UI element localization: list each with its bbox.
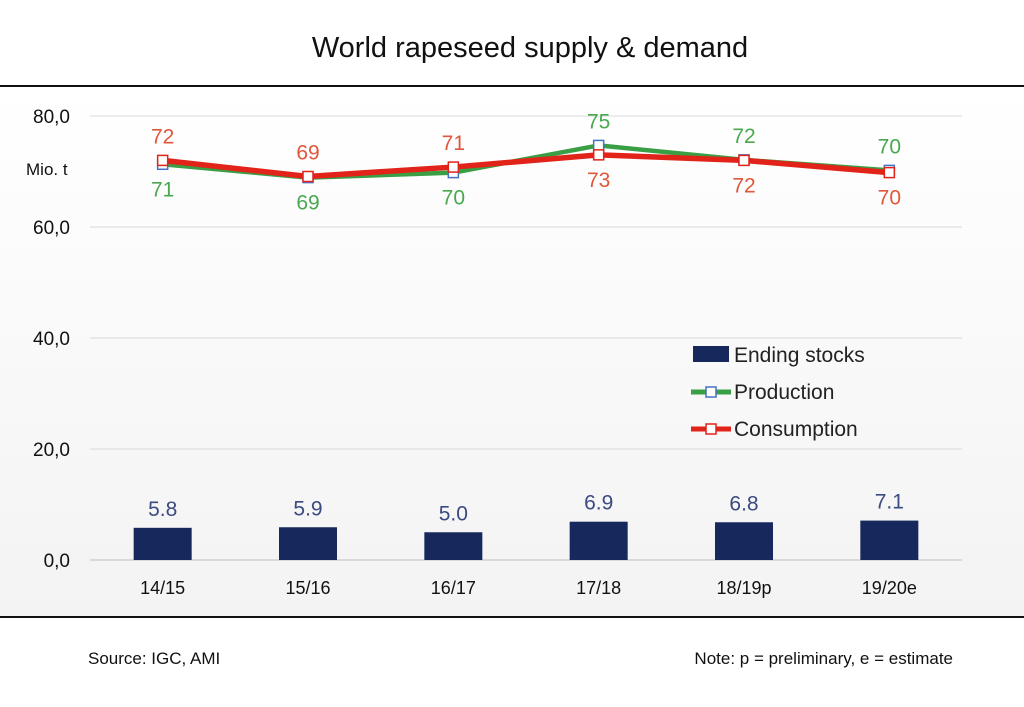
line-value-label-production: 75 [587,110,610,133]
marker-production [592,139,605,152]
legend-swatch-ending-stocks [693,346,729,362]
line-value-label-production: 69 [296,192,319,215]
marker-consumption [883,166,896,179]
line-value-label-production: 72 [732,125,755,148]
data-labels: 5.8 5.9 5.0 6.9 6.8 7.1 72 71 69 69 71 70 75 73 72 72 70… [148,110,904,525]
bar-value-label: 5.0 [439,502,468,525]
bar-ending-stocks [424,532,483,560]
line-value-label-consumption: 69 [296,141,319,164]
line-consumption [162,152,890,180]
line-value-label-production: 71 [151,178,174,201]
bar-value-label: 6.8 [729,492,758,515]
bar-value-label: 5.9 [293,497,322,520]
marker-consumption [447,161,460,173]
chart-title: World rapeseed supply & demand [312,32,748,64]
line-value-label-consumption: 70 [878,187,901,210]
bar-value-label: 6.9 [584,492,613,515]
bar-ending-stocks [715,522,773,560]
note-text: Note: p = preliminary, e = estimate [694,649,953,668]
bar-ending-stocks [860,520,919,560]
marker-consumption [302,170,314,183]
y-tick-label: 0,0 [44,551,70,572]
y-axis-ticks: 0,0 20,0 40,0 60,0 80,0 [33,107,70,572]
bar-value-label: 7.1 [875,491,904,514]
gridlines [90,115,962,561]
y-tick-label: 40,0 [33,329,70,350]
line-value-label-consumption: 72 [732,174,755,197]
line-value-label-production: 70 [442,187,465,210]
x-tick-label: 14/15 [140,578,185,598]
line-series [156,139,896,184]
source-text: Source: IGC, AMI [88,649,220,668]
unit-label: Mio. t [26,160,68,179]
y-tick-label: 20,0 [33,440,70,461]
x-axis-ticks: 14/15 15/16 16/17 17/18 18/19p 19/20e [140,578,917,598]
legend-label-consumption: Consumption [734,418,858,441]
line-value-label-consumption: 73 [587,169,610,192]
x-tick-label: 17/18 [576,578,621,598]
marker-consumption [592,149,605,161]
x-tick-label: 18/19p [716,578,771,598]
x-tick-label: 15/16 [285,578,330,598]
line-value-label-consumption: 71 [442,132,465,155]
bar-ending-stocks [133,527,192,560]
x-tick-label: 16/17 [431,578,476,598]
bar-ending-stocks [569,521,628,560]
legend-marker-production [705,386,717,398]
legend-marker-consumption [705,423,717,435]
line-value-label-consumption: 72 [151,125,174,148]
line-value-label-production: 70 [878,135,901,158]
bar-series [133,520,919,560]
bar-value-label: 5.8 [148,498,177,521]
legend: Ending stocks Production Consumption [691,344,865,441]
bar-ending-stocks [279,527,337,560]
y-tick-label: 80,0 [33,107,70,128]
y-tick-label: 60,0 [33,218,70,239]
x-tick-label: 19/20e [862,578,917,598]
marker-consumption [156,154,169,167]
legend-label-production: Production [734,381,834,404]
marker-consumption [738,154,750,167]
legend-label-ending-stocks: Ending stocks [734,344,865,367]
